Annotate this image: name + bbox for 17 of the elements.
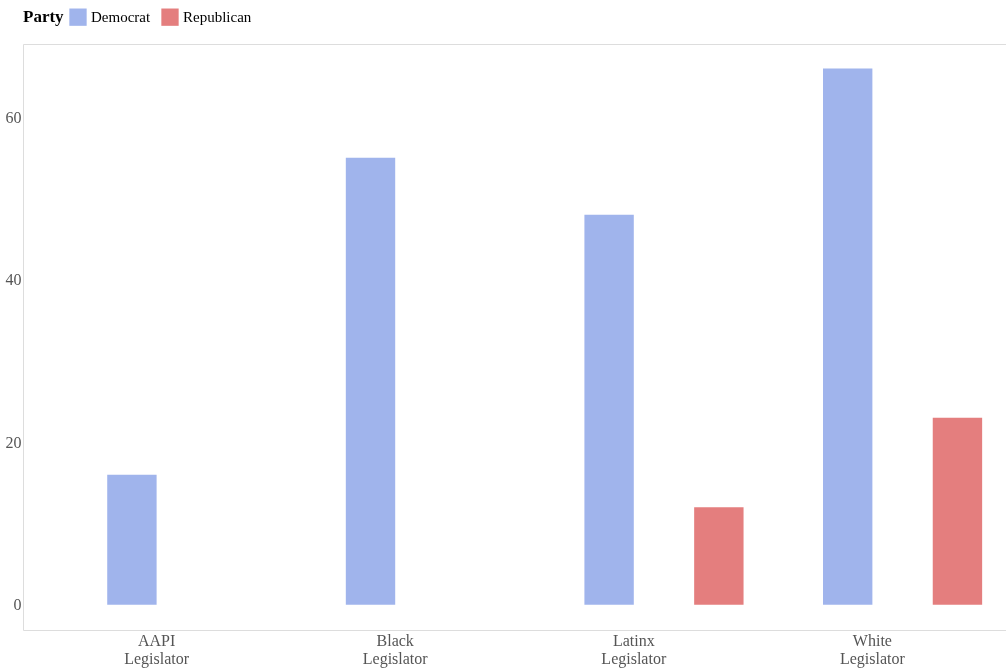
bar (345, 157, 396, 605)
bar (823, 68, 873, 605)
x-tick-label: Latinx Legislator (601, 631, 667, 668)
legend-title: Party (23, 7, 65, 26)
y-tick-label: 0 (13, 596, 22, 614)
x-tick-label: White Legislator (839, 631, 906, 668)
bar (584, 214, 634, 605)
y-tick-label: 40 (5, 271, 22, 289)
x-tick-label: AAPI Legislator (124, 631, 190, 668)
x-tick-label: Black Legislator (362, 631, 429, 668)
legend-label: Republican (183, 9, 252, 26)
y-tick-label: 60 (5, 108, 22, 126)
y-tick-label: 20 (5, 433, 22, 451)
bar (694, 507, 744, 605)
legend-label: Democrat (91, 9, 151, 26)
bar (107, 474, 157, 605)
bar (932, 417, 983, 605)
